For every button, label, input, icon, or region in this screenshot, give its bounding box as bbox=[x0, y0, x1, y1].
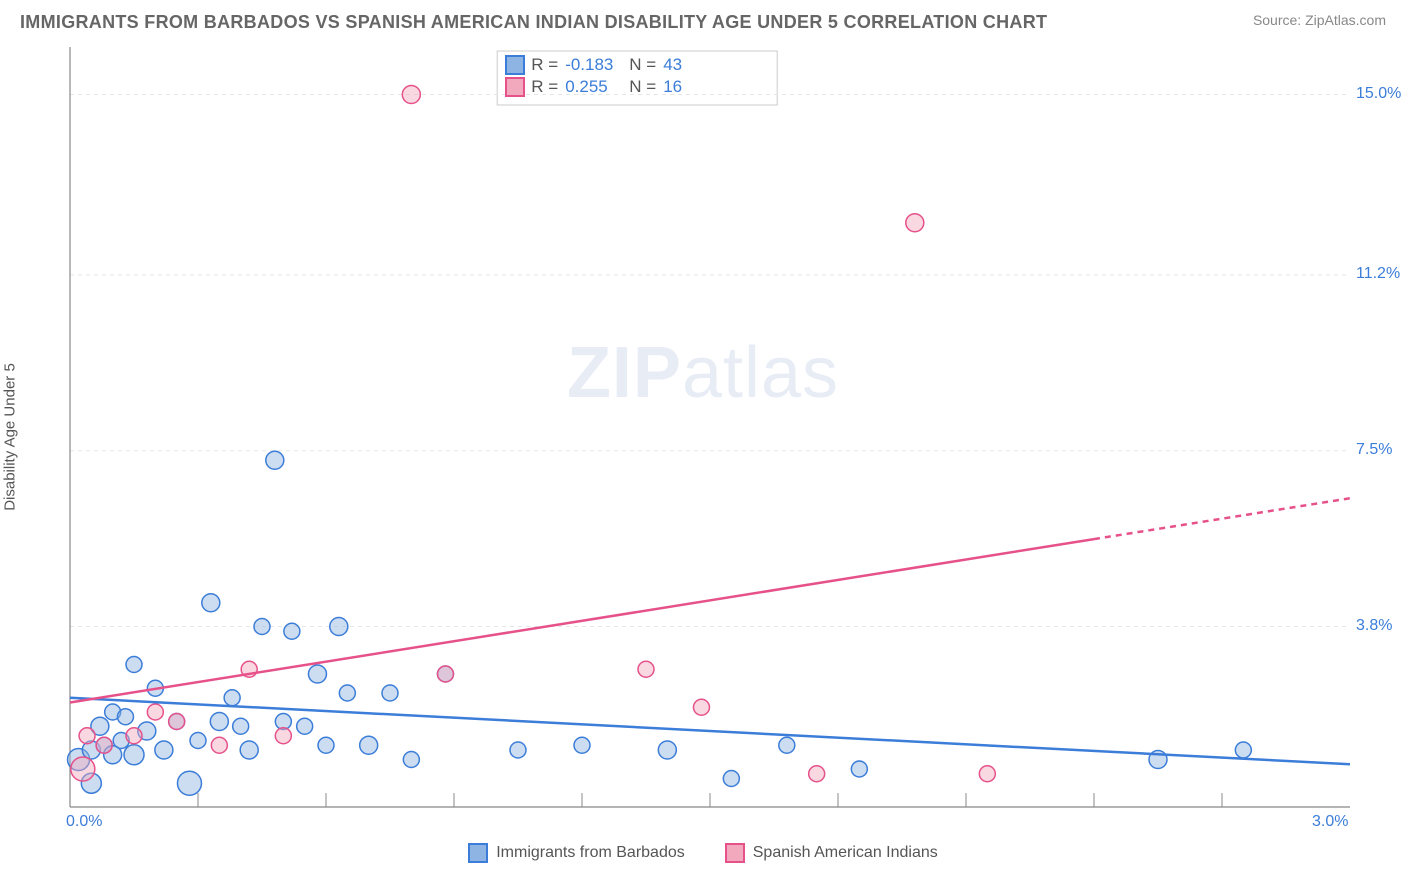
data-point bbox=[510, 742, 526, 758]
data-point bbox=[190, 733, 206, 749]
data-point bbox=[403, 752, 419, 768]
data-point bbox=[202, 594, 220, 612]
data-point bbox=[658, 741, 676, 759]
stats-box: R =-0.183N =43 R =0.255N =16 bbox=[505, 55, 693, 97]
regression-line-extrap bbox=[1094, 498, 1350, 539]
data-point bbox=[210, 713, 228, 731]
data-point bbox=[177, 771, 201, 795]
data-point bbox=[284, 623, 300, 639]
y-axis-label: Disability Age Under 5 bbox=[2, 363, 19, 511]
data-point bbox=[266, 451, 284, 469]
data-point bbox=[330, 618, 348, 636]
data-point bbox=[1235, 742, 1251, 758]
data-point bbox=[126, 728, 142, 744]
data-point bbox=[124, 745, 144, 765]
y-tick-label: 3.8% bbox=[1356, 617, 1392, 635]
data-point bbox=[169, 714, 185, 730]
stats-r-value: 0.255 bbox=[565, 77, 625, 97]
data-point bbox=[126, 657, 142, 673]
legend-label: Spanish American Indians bbox=[753, 844, 938, 862]
data-point bbox=[155, 741, 173, 759]
data-point bbox=[211, 737, 227, 753]
stats-r-label: R = bbox=[531, 77, 561, 97]
stats-swatch bbox=[505, 77, 525, 97]
data-point bbox=[979, 766, 995, 782]
data-point bbox=[382, 685, 398, 701]
data-point bbox=[308, 665, 326, 683]
data-point bbox=[297, 718, 313, 734]
data-point bbox=[224, 690, 240, 706]
stats-r-value: -0.183 bbox=[565, 55, 625, 75]
data-point bbox=[693, 699, 709, 715]
data-point bbox=[779, 737, 795, 753]
chart-area: Disability Age Under 5 ZIPatlas 3.8%7.5%… bbox=[20, 37, 1386, 837]
x-tick-label: 0.0% bbox=[66, 813, 102, 831]
data-point bbox=[71, 757, 95, 781]
legend-label: Immigrants from Barbados bbox=[496, 844, 685, 862]
data-point bbox=[117, 709, 133, 725]
stats-n-label: N = bbox=[629, 55, 659, 75]
legend-item: Immigrants from Barbados bbox=[468, 843, 685, 863]
stats-n-label: N = bbox=[629, 77, 659, 97]
stats-n-value: 16 bbox=[663, 77, 693, 97]
data-point bbox=[96, 737, 112, 753]
data-point bbox=[233, 718, 249, 734]
data-point bbox=[360, 736, 378, 754]
y-tick-label: 15.0% bbox=[1356, 85, 1401, 103]
data-point bbox=[275, 728, 291, 744]
stats-swatch bbox=[505, 55, 525, 75]
legend-item: Spanish American Indians bbox=[725, 843, 938, 863]
data-point bbox=[240, 741, 258, 759]
data-point bbox=[79, 728, 95, 744]
legend-swatch bbox=[468, 843, 488, 863]
chart-title: IMMIGRANTS FROM BARBADOS VS SPANISH AMER… bbox=[20, 12, 1047, 33]
data-point bbox=[147, 704, 163, 720]
data-point bbox=[402, 86, 420, 104]
y-tick-label: 11.2% bbox=[1356, 265, 1400, 283]
legend: Immigrants from Barbados Spanish American… bbox=[0, 843, 1406, 863]
legend-swatch bbox=[725, 843, 745, 863]
y-tick-label: 7.5% bbox=[1356, 441, 1392, 459]
data-point bbox=[574, 737, 590, 753]
data-point bbox=[638, 661, 654, 677]
stats-n-value: 43 bbox=[663, 55, 693, 75]
data-point bbox=[318, 737, 334, 753]
stats-r-label: R = bbox=[531, 55, 561, 75]
data-point bbox=[254, 619, 270, 635]
data-point bbox=[437, 666, 453, 682]
data-point bbox=[809, 766, 825, 782]
data-point bbox=[906, 214, 924, 232]
data-point bbox=[339, 685, 355, 701]
regression-line bbox=[70, 539, 1094, 702]
x-tick-label: 3.0% bbox=[1312, 813, 1348, 831]
data-point bbox=[723, 771, 739, 787]
data-point bbox=[851, 761, 867, 777]
chart-source: Source: ZipAtlas.com bbox=[1253, 12, 1386, 28]
scatter-chart bbox=[20, 37, 1386, 837]
